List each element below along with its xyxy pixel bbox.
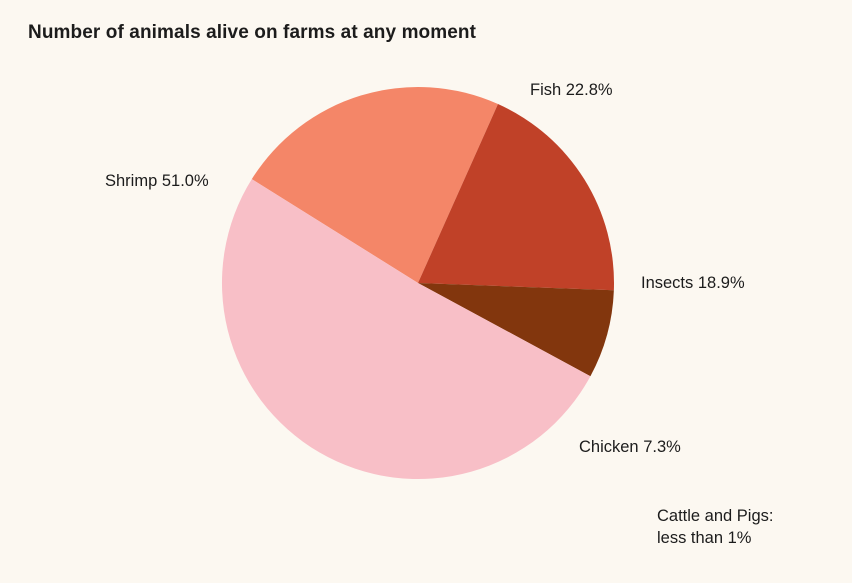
pie-slice-fish [251,87,498,283]
slice-label-fish: Fish 22.8% [530,81,613,99]
chart-title: Number of animals alive on farms at any … [28,22,477,43]
pie-slice-chicken [418,283,614,377]
slice-label-shrimp: Shrimp 51.0% [105,172,209,190]
slice-label-chicken: Chicken 7.3% [579,438,681,456]
pie-slice-shrimp [221,179,591,480]
slice-label-insects: Insects 18.9% [641,274,745,292]
cattle-pigs-note-line1: Cattle and Pigs: [657,507,774,525]
cattle-pigs-note-line2: less than 1% [657,529,752,547]
pie-slice-insects [418,104,615,291]
cattle-pigs-note: Cattle and Pigs: less than 1% [657,505,773,549]
